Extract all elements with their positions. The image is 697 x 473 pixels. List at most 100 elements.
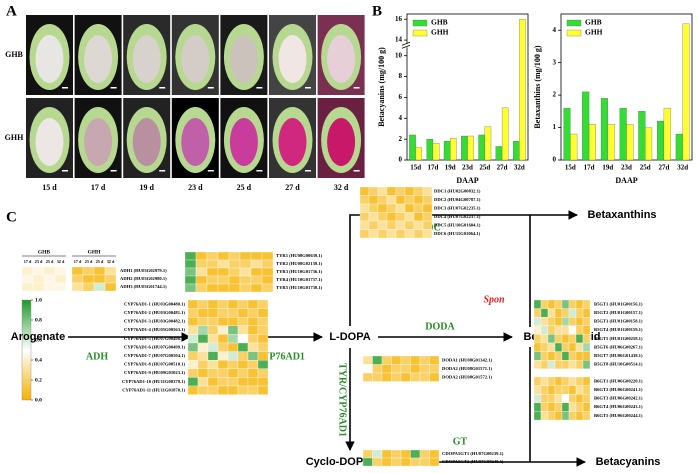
heatmap-cell bbox=[413, 203, 424, 213]
scale-bar bbox=[256, 170, 263, 172]
heatmap-cell bbox=[237, 317, 249, 326]
heatmap-cell bbox=[184, 275, 197, 285]
day-header: 17 d bbox=[74, 259, 82, 264]
scale-bar bbox=[353, 170, 360, 172]
day-label: 25 d bbox=[237, 183, 252, 192]
heatmap-cell bbox=[184, 267, 197, 277]
heatmap-cell bbox=[104, 282, 117, 292]
bar bbox=[588, 124, 596, 161]
heatmap-cell bbox=[547, 299, 556, 309]
gene-label: CYP76AD1-6 (HU07G00499.1) bbox=[124, 344, 185, 349]
heatmap-cell bbox=[582, 342, 591, 352]
heatmap-cell bbox=[386, 229, 397, 239]
y-tick-label: 10 bbox=[395, 51, 403, 59]
enzyme-label: DODA bbox=[425, 321, 455, 332]
heatmap-cell bbox=[395, 220, 406, 230]
legend-label: GHB bbox=[585, 18, 602, 27]
heatmap-cell bbox=[217, 385, 229, 395]
heatmap-cell bbox=[575, 411, 584, 421]
heatmap-cell bbox=[575, 299, 584, 309]
gene-label: TYR2 (HU08G02139.1) bbox=[276, 261, 323, 266]
gene-label: DODA1 (HU08G01342.1) bbox=[442, 357, 492, 362]
y-axis-label: Betaxanthins (mg/100 g) bbox=[533, 45, 542, 128]
heatmap-cell bbox=[207, 325, 219, 335]
fruit-flesh bbox=[181, 118, 210, 166]
heatmap-cell bbox=[217, 308, 229, 318]
fruit-flesh bbox=[229, 35, 258, 83]
heatmap-cell bbox=[554, 402, 563, 412]
heatmap-cell bbox=[533, 325, 542, 335]
heatmap-cell bbox=[227, 377, 239, 387]
heatmap-cell bbox=[404, 203, 415, 213]
heatmap-cell bbox=[533, 351, 542, 361]
heatmap-cell bbox=[195, 251, 208, 261]
legend-swatch bbox=[566, 29, 582, 37]
heatmap-cell bbox=[247, 308, 259, 318]
heatmap-cell bbox=[187, 377, 199, 387]
pathway-node: Cyclo-DOPA bbox=[306, 456, 371, 468]
heatmap-cell bbox=[568, 325, 577, 335]
bar bbox=[461, 135, 468, 161]
scale-bar bbox=[305, 170, 311, 172]
legend-label: GHH bbox=[585, 28, 603, 37]
heatmap-cell bbox=[400, 449, 411, 459]
scale-bar bbox=[353, 87, 360, 89]
bar bbox=[607, 124, 615, 161]
heatmap-cell bbox=[381, 457, 392, 467]
heatmap-cell bbox=[197, 360, 209, 369]
heatmap-cell bbox=[554, 360, 563, 369]
heatmap-cell bbox=[207, 334, 219, 344]
gene-label: CDOPA5GT2 (HU07G00240.1) bbox=[442, 459, 504, 464]
heatmap-cell bbox=[217, 299, 229, 309]
heatmap-cell bbox=[32, 274, 45, 284]
heatmap-cell bbox=[195, 283, 208, 293]
heatmap-cell bbox=[540, 411, 549, 421]
heatmap-cell bbox=[257, 385, 269, 395]
enzyme-label: ADH bbox=[86, 351, 108, 362]
gene-label: DDC1 (HU02G00832.1) bbox=[434, 188, 481, 193]
x-tick-label: 27d bbox=[497, 164, 508, 172]
heatmap-cell bbox=[247, 360, 259, 369]
heatmap-cell bbox=[419, 372, 430, 382]
heatmap-cell bbox=[372, 449, 383, 459]
heatmap-cell bbox=[575, 351, 584, 361]
heatmap-cell bbox=[359, 229, 370, 239]
heatmap-cell bbox=[247, 317, 259, 326]
heatmap-cell bbox=[237, 377, 249, 387]
scale-bar bbox=[159, 170, 166, 172]
heatmap-cell bbox=[250, 275, 263, 285]
day-label: 23 d bbox=[188, 183, 203, 192]
heatmap-cell bbox=[207, 360, 219, 369]
bar bbox=[645, 127, 653, 161]
heatmap-cell bbox=[217, 317, 229, 326]
heatmap-cell bbox=[71, 266, 84, 276]
axis-break bbox=[403, 43, 411, 48]
heatmap-cell bbox=[43, 274, 56, 284]
bar bbox=[519, 19, 526, 161]
heatmap-cell bbox=[43, 282, 56, 292]
gene-label: TYR4 (HU10G01737.1) bbox=[276, 277, 323, 282]
y-tick-label: 14 bbox=[395, 36, 403, 44]
y-tick-label: 16 bbox=[395, 15, 403, 23]
heatmap-cell bbox=[422, 212, 433, 222]
bar bbox=[570, 133, 578, 161]
heatmap-cell bbox=[381, 364, 392, 374]
heatmap-cell bbox=[554, 385, 563, 395]
heatmap-cell bbox=[410, 457, 421, 467]
heatmap-cell bbox=[377, 229, 388, 239]
heatmap-cell bbox=[422, 203, 433, 213]
heatmap-cell bbox=[568, 308, 577, 318]
heatmap-cell bbox=[377, 195, 388, 205]
legend-label: GHH bbox=[431, 28, 449, 37]
heatmap-cell bbox=[250, 259, 263, 269]
heatmap-cell bbox=[377, 212, 388, 222]
heatmap-cell bbox=[533, 394, 542, 403]
heatmap-cell bbox=[247, 368, 259, 378]
heatmap-cell bbox=[261, 251, 274, 261]
heatmap-cell bbox=[400, 457, 411, 467]
gene-label: TYR5 (HU10G01738.1) bbox=[276, 285, 323, 290]
heatmap-cell bbox=[227, 342, 239, 352]
heatmap-cell bbox=[422, 229, 433, 239]
gene-label: DDC6 (HU11G01064.1) bbox=[434, 231, 481, 236]
heatmap-cell bbox=[561, 411, 570, 421]
